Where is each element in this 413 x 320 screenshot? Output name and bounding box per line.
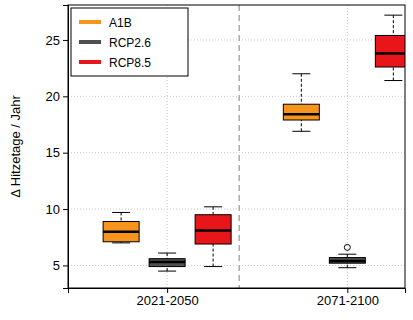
tick: 20: [46, 89, 68, 104]
tick-mark: [63, 209, 68, 210]
whisker: [347, 254, 348, 257]
tick: 2071-2100: [317, 288, 379, 308]
whisker: [213, 207, 214, 215]
grid-line: [68, 152, 405, 153]
whisker: [167, 253, 168, 259]
tick-mark: [63, 40, 68, 41]
whisker-cap: [112, 212, 130, 213]
legend-swatch: [79, 40, 101, 44]
tick-label: 25: [46, 33, 60, 48]
tick: 25: [46, 33, 68, 48]
box-body: [195, 215, 231, 244]
whisker-cap: [204, 266, 222, 267]
median: [195, 229, 231, 232]
grid-line: [68, 96, 405, 97]
whisker: [121, 212, 122, 221]
tick-label: 2021-2050: [137, 293, 199, 308]
tick-mark: [63, 96, 68, 97]
box: [375, 15, 405, 80]
chart: 5 10 15 20 25 2021-2050 2071-2100 Δ Hitzetage /…: [0, 0, 413, 320]
whisker: [393, 15, 394, 35]
box: [103, 212, 139, 242]
plot-frame: [68, 5, 405, 288]
legend: A1B RCP2.6 RCP8.5: [71, 8, 188, 76]
legend-swatch: [79, 20, 101, 24]
y-axis: 5 10 15 20 25: [46, 6, 69, 289]
whisker-cap: [338, 254, 356, 255]
box: [329, 244, 365, 267]
box-body: [149, 259, 185, 267]
median: [283, 113, 319, 116]
legend-swatch: [79, 60, 101, 64]
whisker-cap: [158, 253, 176, 254]
divider: [238, 5, 240, 288]
x-axis: 2021-2050 2071-2100: [69, 288, 406, 308]
box: [283, 74, 319, 132]
whisker-cap: [112, 242, 130, 243]
whisker: [213, 244, 214, 267]
axis-title: Δ Hitzetage / Jahr: [8, 95, 23, 198]
grid-line: [68, 265, 405, 266]
grid-line: [347, 5, 348, 288]
whisker-cap: [384, 15, 402, 16]
box: [149, 253, 185, 271]
grid-line: [68, 209, 405, 210]
tick-label: 20: [46, 89, 60, 104]
box-body: [103, 221, 139, 241]
whisker: [167, 267, 168, 272]
tick-label: 2071-2100: [317, 293, 379, 308]
median: [149, 261, 185, 264]
tick-mark: [63, 153, 68, 154]
median: [329, 260, 365, 263]
tick-mark: [63, 265, 68, 266]
whisker-cap: [204, 206, 222, 207]
tick: 5: [53, 258, 68, 273]
legend-label: RCP2.6: [109, 36, 151, 50]
whisker-cap: [384, 80, 402, 81]
legend-label: A1B: [109, 16, 132, 30]
whisker: [301, 74, 302, 104]
whisker: [347, 263, 348, 268]
tick-label: 10: [46, 202, 60, 217]
box-body: [329, 258, 365, 264]
whisker-cap: [158, 271, 176, 272]
tick-label: 5: [53, 258, 60, 273]
grid: [68, 5, 405, 288]
legend-label: RCP8.5: [109, 56, 151, 70]
tick-label: 15: [46, 145, 60, 160]
whisker-cap: [292, 73, 310, 74]
outlier: [344, 244, 350, 250]
whisker: [301, 120, 302, 131]
whisker-cap: [292, 131, 310, 132]
whisker-cap: [338, 267, 356, 268]
box-body: [283, 104, 319, 120]
whisker: [393, 67, 394, 81]
box-body: [375, 35, 405, 67]
tick: 15: [46, 145, 68, 160]
median: [375, 52, 405, 55]
tick: 10: [46, 202, 68, 217]
tick: 2021-2050: [137, 288, 199, 308]
box: [195, 207, 231, 267]
legend-box: [71, 8, 188, 76]
axis-line: [63, 6, 69, 289]
median: [103, 230, 139, 233]
